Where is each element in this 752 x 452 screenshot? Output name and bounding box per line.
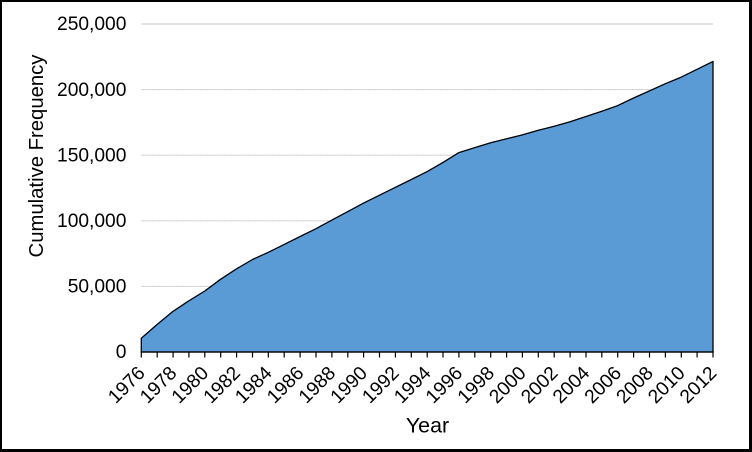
svg-text:100,000: 100,000 [57,211,126,232]
svg-text:250,000: 250,000 [57,14,126,35]
svg-text:Cumulative Frequency: Cumulative Frequency [26,54,48,258]
svg-text:50,000: 50,000 [68,277,127,298]
svg-text:Year: Year [406,413,449,437]
svg-text:0: 0 [116,342,127,363]
svg-text:200,000: 200,000 [57,80,126,101]
svg-text:150,000: 150,000 [57,145,126,166]
